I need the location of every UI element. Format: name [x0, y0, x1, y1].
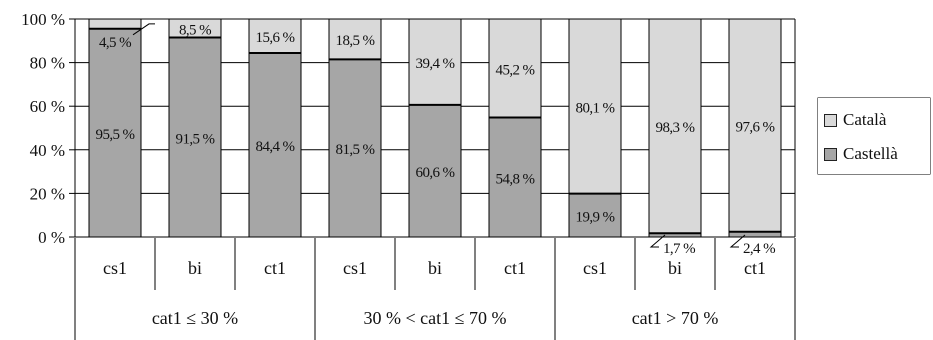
legend-label-castella: Castellà: [843, 144, 898, 163]
group-label: cat1 ≤ 30 %: [152, 308, 238, 328]
data-label-catala: 8,5 %: [179, 22, 211, 38]
y-tick-label: 40 %: [30, 141, 65, 160]
y-tick-label: 60 %: [30, 97, 65, 116]
data-label-catala: 4,5 %: [99, 35, 131, 51]
category-label: cs1: [103, 258, 127, 278]
leader-line: [649, 234, 666, 248]
data-label-castella: 95,5 %: [96, 127, 135, 143]
data-label-castella: 2,4 %: [743, 241, 775, 257]
data-label-castella: 81,5 %: [336, 142, 375, 158]
chart-legend: Català Castellà: [818, 98, 930, 174]
legend-swatch-castella: [824, 147, 837, 161]
data-label-catala: 18,5 %: [336, 33, 375, 49]
data-label-castella: 1,7 %: [663, 241, 695, 257]
data-label-castella: 19,9 %: [576, 209, 615, 225]
legend-swatch-catala: [824, 113, 837, 127]
data-label-catala: 15,6 %: [256, 30, 295, 46]
bar-catala: [648, 18, 702, 234]
data-label-catala: 39,4 %: [416, 56, 455, 72]
bar-catala: [88, 18, 142, 30]
category-label: cs1: [583, 258, 607, 278]
data-label-castella: 54,8 %: [496, 171, 535, 187]
legend-item-catala: Català: [824, 110, 886, 130]
category-label: ct1: [264, 258, 286, 278]
data-label-castella: 84,4 %: [256, 139, 295, 155]
y-tick-label: 100 %: [21, 10, 65, 29]
data-label-catala: 97,6 %: [736, 119, 775, 135]
category-label: ct1: [744, 258, 766, 278]
bar-castella: [88, 28, 142, 238]
y-tick-label: 0 %: [38, 228, 65, 247]
bar-castella: [328, 58, 382, 238]
data-label-castella: 91,5 %: [176, 131, 215, 147]
group-label: 30 % < cat1 ≤ 70 %: [364, 308, 507, 328]
bar-castella: [168, 37, 222, 238]
leader-line: [729, 234, 746, 248]
data-label-catala: 98,3 %: [656, 120, 695, 136]
category-label: cs1: [343, 258, 367, 278]
bar-catala: [568, 18, 622, 195]
bar-castella: [488, 117, 542, 238]
category-label: bi: [668, 258, 682, 278]
legend-label-catala: Català: [843, 110, 887, 129]
bar-catala: [488, 18, 542, 119]
leader-line: [132, 23, 155, 36]
bar-castella: [408, 104, 462, 238]
bar-catala: [728, 18, 782, 233]
data-label-castella: 60,6 %: [416, 165, 455, 181]
bar-catala: [408, 18, 462, 106]
bar-catala: [248, 18, 302, 54]
category-label: ct1: [504, 258, 526, 278]
bar-castella: [248, 52, 302, 238]
y-tick-label: 20 %: [30, 184, 65, 203]
category-label: bi: [188, 258, 202, 278]
legend-item-castella: Castellà: [824, 144, 898, 164]
y-tick-label: 80 %: [30, 54, 65, 73]
data-label-catala: 45,2 %: [496, 62, 535, 78]
data-label-catala: 80,1 %: [576, 100, 615, 116]
category-label: bi: [428, 258, 442, 278]
group-label: cat1 > 70 %: [632, 308, 719, 328]
